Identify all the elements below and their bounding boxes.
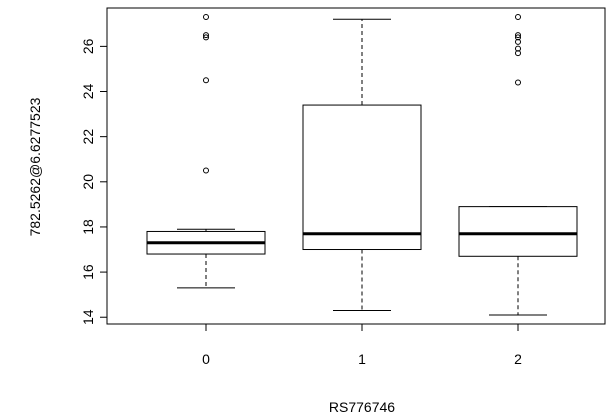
outlier-0-1: [203, 77, 209, 84]
x-tick-label-2: 2: [514, 351, 522, 367]
y-tick-label-20: 20: [80, 174, 96, 190]
outlier-2-5: [515, 32, 521, 39]
outlier-2-6: [515, 14, 521, 21]
y-tick-label-18: 18: [80, 219, 96, 235]
y-tick-label-26: 26: [80, 38, 96, 54]
box-1: [302, 104, 422, 251]
y-tick-label-24: 24: [80, 84, 96, 100]
x-tick-label-1: 1: [358, 351, 366, 367]
box-group-0: [146, 14, 266, 289]
y-tick-label-14: 14: [80, 309, 96, 325]
x-tick-label-0: 0: [202, 351, 210, 367]
outlier-0-2: [203, 34, 209, 41]
outlier-0-3: [203, 32, 209, 39]
x-axis-title: RS776746: [329, 399, 395, 415]
outlier-0-4: [203, 14, 209, 21]
box-group-2: [458, 14, 578, 316]
boxes-layer: [146, 14, 578, 316]
y-axis-title: 782.5262@6.6277523: [27, 97, 43, 236]
outlier-0-0: [203, 167, 209, 174]
outlier-2-2: [515, 45, 521, 52]
outlier-2-4: [515, 34, 521, 41]
box-2: [458, 206, 578, 257]
y-tick-label-22: 22: [80, 129, 96, 145]
outlier-2-0: [515, 79, 521, 86]
x-axis: 0 1 2: [202, 324, 522, 367]
box-group-1: [302, 18, 422, 311]
y-axis: 14 16 18 20 22 24 26: [80, 38, 107, 325]
plot-frame: [106, 7, 606, 325]
y-tick-label-16: 16: [80, 264, 96, 280]
